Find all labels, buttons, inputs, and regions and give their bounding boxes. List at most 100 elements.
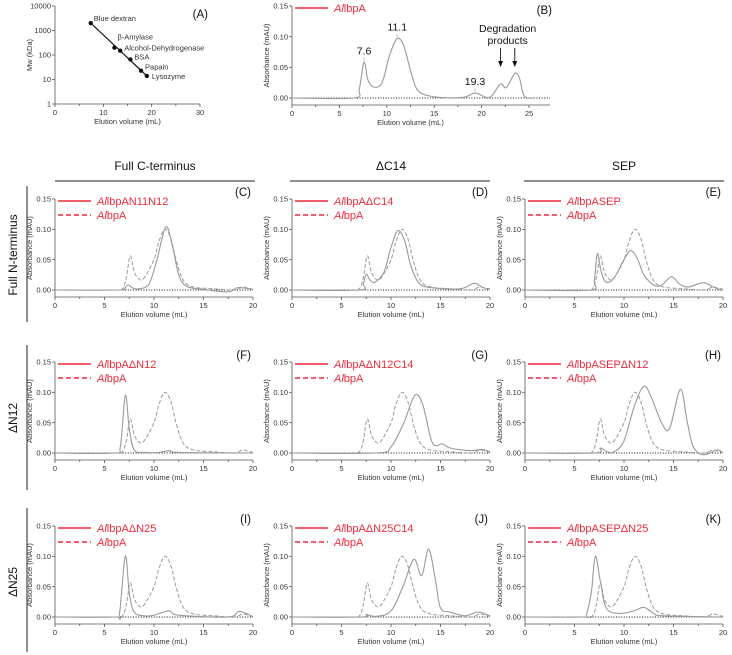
x-tick-label: 25 bbox=[525, 109, 533, 118]
x-axis-label: Elution volume (mL) bbox=[358, 310, 425, 319]
series-line-albpasep-n25 bbox=[524, 555, 724, 619]
legend-label-rest: lbpAΔN25C14 bbox=[344, 523, 414, 535]
data-point bbox=[128, 57, 133, 62]
series-line-albpa-c14 bbox=[291, 229, 491, 291]
y-tick-label: 0.00 bbox=[273, 449, 288, 458]
legend-label-reference: AlbpA bbox=[566, 210, 597, 222]
data-point bbox=[118, 48, 123, 53]
x-tick-label: 5 bbox=[337, 109, 341, 118]
panel-H: 0.00 0.05 0.10 0.15 0 5 10 15 20 Elution volume (… bbox=[495, 350, 727, 482]
x-tick-label: 15 bbox=[199, 628, 207, 637]
column-header-sep: SEP bbox=[612, 159, 636, 173]
peak-label: 19.3 bbox=[465, 76, 486, 88]
series-line-reference-albpa bbox=[291, 228, 491, 291]
legend-label-italic: Al bbox=[566, 210, 577, 222]
y-tick-label: 0.15 bbox=[273, 2, 288, 11]
panel-K: 0.00 0.05 0.10 0.15 0 5 10 15 20 Elution volume (… bbox=[495, 514, 727, 646]
legend-label-italic: Al bbox=[566, 537, 577, 549]
legend-label-italic: Al bbox=[96, 359, 107, 371]
panel-label: (J) bbox=[475, 514, 489, 526]
panel-B: 0.00 0.05 0.10 0.15 0 5 10 15 20 25 Elution volume… bbox=[262, 2, 552, 127]
panel-E: 0.00 0.05 0.10 0.15 0 5 10 15 20 Elution volume (… bbox=[495, 187, 727, 319]
x-tick-label: 20 bbox=[249, 628, 257, 637]
x-tick-label: 0 bbox=[523, 464, 527, 473]
legend-label-italic: Al bbox=[96, 373, 107, 385]
y-tick-label: 0.15 bbox=[506, 195, 521, 204]
legend-label: AllbpASEP bbox=[566, 196, 621, 208]
series-line-albpan11n12 bbox=[54, 226, 254, 293]
x-tick-label: 20 bbox=[719, 301, 727, 310]
y-tick-label: 0.05 bbox=[506, 582, 521, 591]
column-header-delta-c14: ΔC14 bbox=[376, 159, 406, 173]
legend-label-rest: lbpA bbox=[344, 3, 367, 15]
x-tick-label: 0 bbox=[53, 301, 57, 310]
panel-A: 1 10 100 1000 10000 0 10 20 30 Elution volume (mL… bbox=[25, 2, 208, 126]
x-axis-label: Elution volume (mL) bbox=[591, 473, 658, 482]
y-axis-label: Absorbance (mAU) bbox=[262, 216, 271, 280]
data-point bbox=[138, 68, 144, 73]
y-tick-label: 0.00 bbox=[36, 286, 51, 295]
y-tick-label: 0.15 bbox=[273, 195, 288, 204]
legend-label-rest: lbpAN11N12 bbox=[107, 196, 169, 208]
data-point-label: Lysozyme bbox=[152, 72, 185, 81]
y-axis-label: Absorbance (mAU) bbox=[262, 23, 271, 87]
legend-label-italic: Al bbox=[566, 359, 577, 371]
x-tick-label: 10 bbox=[99, 108, 107, 117]
series-line-reference-albpa bbox=[54, 555, 254, 618]
y-tick-label: 0.10 bbox=[273, 552, 288, 561]
x-tick-label: 0 bbox=[523, 301, 527, 310]
panel-F: 0.00 0.05 0.10 0.15 0 5 10 15 20 Elution volume (… bbox=[25, 350, 257, 482]
panel-label: (G) bbox=[471, 350, 488, 362]
x-tick-label: 10 bbox=[620, 628, 628, 637]
data-point-label: Alcohol-Dehydrogenase bbox=[124, 44, 204, 53]
legend-label-rest: lbpAΔN12 bbox=[107, 359, 157, 371]
data-point-label: Papain bbox=[145, 63, 168, 72]
y-axis-label: Absorbance (mAU) bbox=[495, 216, 504, 280]
x-tick-label: 0 bbox=[290, 464, 294, 473]
legend-label-italic: Al bbox=[566, 523, 577, 535]
x-tick-label: 5 bbox=[102, 628, 106, 637]
legend-label-reference: AlbpA bbox=[333, 537, 364, 549]
x-tick-label: 15 bbox=[436, 628, 444, 637]
x-tick-label: 15 bbox=[199, 464, 207, 473]
panel-label: (A) bbox=[193, 9, 209, 21]
x-axis-label: Elution volume (mL) bbox=[377, 118, 444, 127]
panel-label: (F) bbox=[236, 350, 251, 362]
legend-label-reference: AlbpA bbox=[96, 537, 127, 549]
legend-label-reference: AlbpA bbox=[333, 373, 364, 385]
legend-label-rest: lbpASEPΔN25 bbox=[577, 523, 649, 535]
series-line-reference-albpa bbox=[54, 228, 254, 291]
x-tick-label: 20 bbox=[477, 109, 485, 118]
y-axis-label: Absorbance (mAU) bbox=[495, 379, 504, 443]
y-tick-label: 0.00 bbox=[36, 613, 51, 622]
legend-label: AllbpA bbox=[333, 3, 366, 15]
legend-label-italic: Al bbox=[566, 196, 577, 208]
legend-label-italic: Al bbox=[333, 359, 344, 371]
legend-label: AllbpAΔN25 bbox=[96, 523, 156, 535]
x-tick-label: 5 bbox=[102, 464, 106, 473]
series-line-reference-albpa bbox=[54, 391, 254, 454]
x-tick-label: 5 bbox=[572, 301, 576, 310]
legend-label-rest: lbpAΔC14 bbox=[344, 196, 394, 208]
data-point bbox=[88, 20, 93, 26]
x-tick-label: 10 bbox=[620, 301, 628, 310]
y-tick-label: 0.15 bbox=[36, 522, 51, 531]
y-tick-label: 0.05 bbox=[506, 255, 521, 264]
x-tick-label: 5 bbox=[339, 464, 343, 473]
panel-label: (C) bbox=[235, 187, 251, 199]
x-tick-label: 20 bbox=[249, 301, 257, 310]
legend-label-italic: Al bbox=[333, 373, 344, 385]
x-tick-label: 20 bbox=[719, 464, 727, 473]
y-tick-label: 0.10 bbox=[506, 225, 521, 234]
y-tick-label: 0.15 bbox=[36, 358, 51, 367]
legend-label-italic: Al bbox=[333, 537, 344, 549]
y-tick-label: 0.00 bbox=[506, 286, 521, 295]
x-tick-label: 5 bbox=[572, 464, 576, 473]
x-axis-label: Elution volume (mL) bbox=[358, 473, 425, 482]
headers: Full C-terminus ΔC14 SEP Full N-terminus… bbox=[6, 159, 724, 652]
legend-label-rest: lbpAΔN25 bbox=[107, 523, 157, 535]
x-tick-label: 20 bbox=[147, 108, 155, 117]
series-line-reference-albpa bbox=[291, 555, 491, 618]
panel-J: 0.00 0.05 0.10 0.15 0 5 10 15 20 Elution volume (… bbox=[262, 514, 494, 646]
panel-label: (E) bbox=[706, 187, 722, 199]
